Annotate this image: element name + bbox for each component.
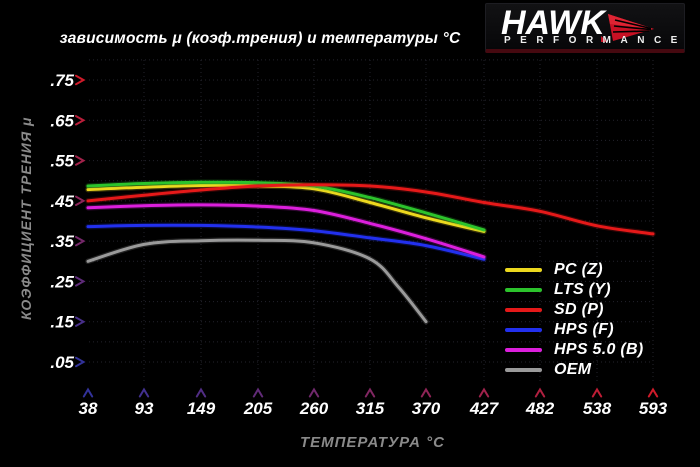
y-tick-arrow-icon bbox=[75, 155, 86, 166]
hawk-logo: HAWK PERFORMANCE bbox=[485, 3, 685, 53]
y-tick-label: .65 bbox=[50, 111, 74, 130]
x-tick-label: 38 bbox=[79, 399, 98, 418]
legend-item: HPS 5.0 (B) bbox=[505, 340, 644, 360]
hawk-wordmark: HAWK bbox=[501, 4, 605, 42]
x-tick-label: 538 bbox=[583, 399, 612, 418]
legend-swatch bbox=[505, 348, 542, 352]
curve-oem bbox=[86, 238, 428, 324]
x-tick-arrow-icon bbox=[647, 387, 659, 398]
legend-item: PC (Z) bbox=[505, 260, 644, 280]
y-tick-arrow-icon bbox=[75, 276, 86, 287]
y-tick-label: .15 bbox=[50, 313, 74, 332]
curve-glow bbox=[85, 237, 429, 325]
legend-label: PC (Z) bbox=[554, 261, 603, 278]
legend-swatch bbox=[505, 328, 542, 332]
y-tick-arrow-icon bbox=[75, 356, 86, 368]
gridlines bbox=[89, 59, 654, 382]
y-tick-label: .45 bbox=[50, 192, 74, 211]
legend-swatch bbox=[505, 308, 542, 312]
x-tick-arrow-icon bbox=[591, 387, 603, 398]
legend-swatch bbox=[505, 268, 542, 272]
x-tick-label: 93 bbox=[135, 399, 154, 418]
y-tick-arrow-icon bbox=[75, 316, 86, 327]
legend-item: SD (P) bbox=[505, 300, 644, 320]
legend: PC (Z) LTS (Y) SD (P) HPS (F) HPS 5.0 (B) OEM bbox=[505, 260, 644, 380]
x-tick-arrow-icon bbox=[478, 387, 490, 398]
y-tick-arrow-icon bbox=[75, 115, 86, 126]
x-tick-label: 482 bbox=[525, 399, 555, 418]
curve-hps-f- bbox=[86, 223, 486, 261]
legend-swatch bbox=[505, 288, 542, 292]
curves bbox=[85, 179, 656, 325]
legend-label: HPS (F) bbox=[554, 321, 614, 338]
x-tick-arrow-icon bbox=[420, 387, 432, 398]
legend-item: OEM bbox=[505, 360, 644, 380]
x-tick-label: 205 bbox=[243, 399, 273, 418]
x-tick-label: 260 bbox=[299, 399, 329, 418]
x-tick-arrow-icon bbox=[308, 387, 320, 398]
y-tick-label: .55 bbox=[50, 152, 74, 171]
chart-title: зависимость μ (коэф.трения) и температур… bbox=[59, 30, 461, 47]
y-tick-arrow-icon bbox=[75, 74, 86, 86]
x-tick-arrow-icon bbox=[364, 387, 376, 398]
x-tick-arrow-icon bbox=[534, 387, 546, 398]
y-tick-label: .35 bbox=[50, 232, 74, 251]
y-axis-title: КОЭФФИЦИЕНТ ТРЕНИЯ μ bbox=[18, 116, 34, 320]
x-tick-arrow-icon bbox=[138, 387, 150, 398]
x-tick-arrow-icon bbox=[195, 387, 207, 398]
performance-wordmark: PERFORMANCE bbox=[504, 35, 687, 46]
legend-item: HPS (F) bbox=[505, 320, 644, 340]
tick-marks: .75 .65 .55 .45 .35 .25 .15 .05 38 93 149 205 260 315… bbox=[50, 71, 667, 418]
x-tick-label: 427 bbox=[469, 399, 500, 418]
legend-label: LTS (Y) bbox=[554, 281, 611, 298]
x-tick-label: 370 bbox=[412, 399, 441, 418]
x-tick-label: 593 bbox=[639, 399, 668, 418]
legend-swatch bbox=[505, 368, 542, 372]
y-tick-arrow-icon bbox=[75, 235, 86, 247]
curve-pc-z- bbox=[86, 183, 486, 233]
x-tick-arrow-icon bbox=[252, 387, 264, 398]
x-tick-label: 315 bbox=[356, 399, 385, 418]
x-tick-label: 149 bbox=[187, 399, 216, 418]
y-tick-label: .75 bbox=[50, 71, 74, 90]
x-tick-arrow-icon bbox=[82, 387, 94, 398]
hawk-wing-icon bbox=[601, 14, 654, 42]
curve-sd-p- bbox=[86, 183, 655, 236]
y-tick-arrow-icon bbox=[75, 195, 86, 207]
y-tick-label: .05 bbox=[50, 353, 74, 372]
curve-hps-5-0-b- bbox=[86, 203, 486, 259]
legend-label: HPS 5.0 (B) bbox=[554, 341, 644, 358]
x-axis-title: ТЕМПЕРАТУРА °C bbox=[299, 434, 446, 451]
y-tick-label: .25 bbox=[50, 272, 74, 291]
legend-item: LTS (Y) bbox=[505, 280, 644, 300]
legend-label: OEM bbox=[554, 361, 592, 378]
legend-label: SD (P) bbox=[554, 301, 604, 318]
